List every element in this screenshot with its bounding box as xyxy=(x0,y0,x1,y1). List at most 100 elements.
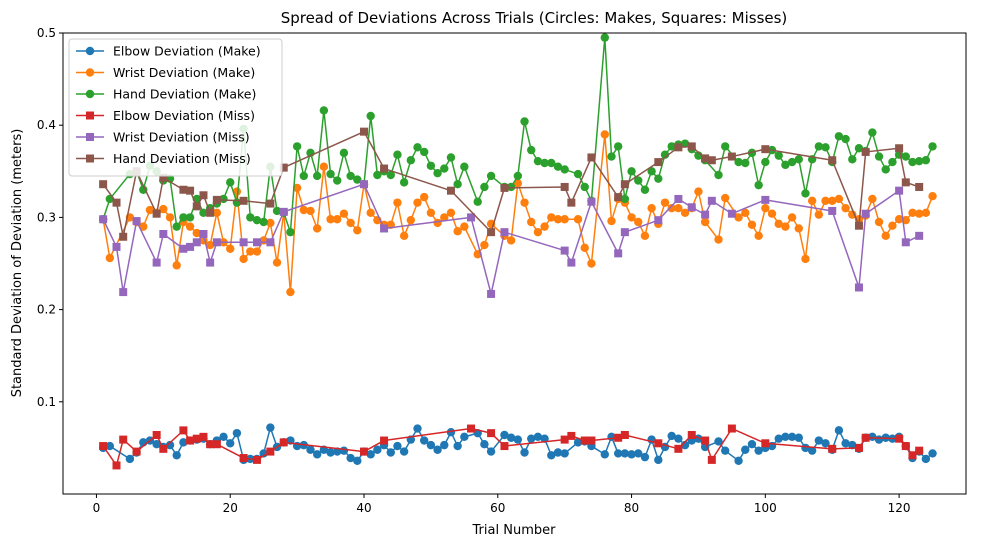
data-point xyxy=(767,209,777,218)
data-point xyxy=(587,197,596,206)
data-point xyxy=(165,213,175,222)
data-point xyxy=(547,213,556,222)
data-point xyxy=(239,196,248,205)
data-point xyxy=(399,447,409,456)
legend: Elbow Deviation (Make) Wrist Deviation (M… xyxy=(68,38,283,177)
data-point xyxy=(547,158,556,168)
data-point xyxy=(915,182,924,191)
data-point xyxy=(420,436,429,445)
data-point xyxy=(487,429,496,438)
data-point xyxy=(266,199,275,208)
data-point xyxy=(794,155,803,164)
data-point xyxy=(914,209,924,218)
y-tick-label: 0.2 xyxy=(37,303,56,317)
data-point xyxy=(741,445,750,454)
data-point xyxy=(915,446,924,455)
data-point xyxy=(353,175,362,184)
x-tick-label: 120 xyxy=(888,501,911,515)
data-point xyxy=(734,157,743,167)
data-point xyxy=(206,258,215,267)
data-point xyxy=(694,187,703,196)
data-point xyxy=(894,215,904,224)
data-point xyxy=(787,213,797,222)
x-tick-label: 100 xyxy=(754,501,777,515)
data-point xyxy=(426,208,436,217)
data-point xyxy=(339,209,349,218)
data-point xyxy=(380,164,389,173)
data-point xyxy=(286,287,295,297)
data-point xyxy=(446,153,456,162)
data-point xyxy=(312,171,322,181)
data-point xyxy=(533,432,543,442)
data-point xyxy=(573,215,583,224)
legend-label: Elbow Deviation (Miss) xyxy=(113,108,255,123)
data-point xyxy=(199,191,208,200)
data-point xyxy=(500,183,509,192)
data-point xyxy=(212,238,221,247)
data-point xyxy=(467,424,476,433)
data-point xyxy=(841,439,850,448)
data-point xyxy=(701,436,710,445)
data-point xyxy=(433,218,442,228)
data-point xyxy=(587,259,596,268)
data-point xyxy=(861,433,870,442)
data-point xyxy=(299,171,308,181)
data-point xyxy=(373,445,382,454)
data-point xyxy=(406,156,416,165)
data-point xyxy=(433,168,442,178)
data-point xyxy=(239,254,248,264)
data-point xyxy=(286,227,295,237)
data-point xyxy=(848,440,857,450)
data-point xyxy=(399,178,409,187)
data-point xyxy=(607,216,616,226)
data-point xyxy=(634,217,643,227)
data-point xyxy=(814,142,824,151)
x-tick-label: 40 xyxy=(356,501,371,515)
data-point xyxy=(360,127,368,136)
data-point xyxy=(754,231,763,241)
data-point xyxy=(781,222,790,231)
data-point xyxy=(480,440,489,449)
data-point xyxy=(774,219,783,229)
data-point xyxy=(252,238,261,247)
data-point xyxy=(587,436,596,445)
data-point xyxy=(393,441,402,451)
data-point xyxy=(380,436,389,445)
data-point xyxy=(821,196,830,206)
data-point xyxy=(239,454,248,463)
data-point xyxy=(226,178,235,187)
data-point xyxy=(360,447,368,456)
legend-item: Hand Deviation (Make) xyxy=(76,87,256,102)
data-point xyxy=(486,447,496,456)
data-point xyxy=(928,191,937,201)
data-point xyxy=(721,193,730,203)
data-point xyxy=(580,243,589,253)
legend-label: Wrist Deviation (Make) xyxy=(113,65,255,80)
data-point xyxy=(292,183,302,193)
data-point xyxy=(453,441,462,451)
legend-box xyxy=(68,38,283,177)
data-point xyxy=(473,197,482,206)
data-point xyxy=(99,215,108,224)
data-point xyxy=(513,171,523,181)
data-point xyxy=(600,450,609,459)
data-point xyxy=(634,176,643,185)
data-point xyxy=(139,185,148,194)
data-point xyxy=(226,244,235,253)
data-point xyxy=(205,240,215,250)
data-point xyxy=(580,436,589,445)
data-point xyxy=(506,236,516,245)
data-point xyxy=(192,434,201,443)
data-point xyxy=(640,452,650,462)
data-point xyxy=(159,173,168,182)
data-point xyxy=(761,439,770,448)
legend-marker xyxy=(85,46,95,56)
data-point xyxy=(112,198,121,207)
data-point xyxy=(654,439,663,448)
data-point xyxy=(172,222,181,231)
data-point xyxy=(613,142,623,151)
data-point xyxy=(834,132,844,141)
data-point xyxy=(573,169,583,179)
data-point xyxy=(132,217,141,226)
